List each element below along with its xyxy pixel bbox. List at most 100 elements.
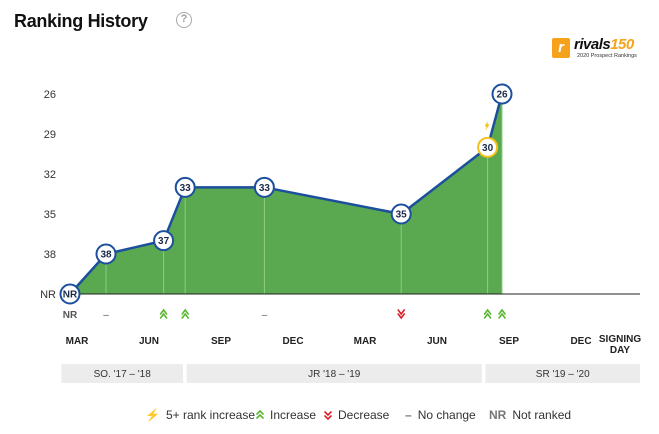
y-tick-label: 38 xyxy=(44,249,56,261)
data-point-marker xyxy=(153,230,175,252)
data-point: 33 xyxy=(253,176,275,198)
data-point: 30 xyxy=(477,136,499,158)
change-indicator: – xyxy=(262,310,268,321)
change-indicator xyxy=(397,309,405,320)
change-indicator xyxy=(498,308,506,319)
increase-icon xyxy=(498,308,506,319)
change-indicator: – xyxy=(103,310,109,321)
data-point-marker xyxy=(390,203,412,225)
x-tick-label: SEP xyxy=(211,336,231,347)
not-ranked-label: NR xyxy=(63,310,78,321)
legend-item: NR Not ranked xyxy=(489,408,571,422)
season-band: SO. '17 – '18 xyxy=(61,364,184,383)
change-indicator xyxy=(483,308,492,319)
lightning-icon: ⚡ xyxy=(145,408,160,422)
x-tick-text: JUN xyxy=(427,336,447,347)
increase-icon xyxy=(181,308,189,319)
season-band-bg xyxy=(61,364,184,383)
data-point: 33 xyxy=(174,176,196,198)
legend-item: Decrease xyxy=(324,408,389,422)
legend-symbol: – xyxy=(405,408,412,422)
season-band: JR '18 – '19 xyxy=(186,364,482,383)
brand-number: 150 xyxy=(610,36,634,53)
area-fill xyxy=(70,94,502,294)
no-change-label: – xyxy=(262,310,268,321)
x-tick-text: DAY xyxy=(610,345,631,356)
x-tick-label: SEP xyxy=(499,336,519,347)
data-point: 35 xyxy=(390,203,412,225)
data-point: 38 xyxy=(95,243,117,265)
data-point-marker xyxy=(95,243,117,265)
no-change-label: – xyxy=(103,310,109,321)
x-tick-label: JUN xyxy=(139,336,159,347)
legend-label: 5+ rank increase xyxy=(165,408,256,422)
legend-item: Increase xyxy=(256,408,316,422)
x-tick-text: SIGNING xyxy=(599,334,641,345)
y-tick-label: 29 xyxy=(44,129,56,141)
season-band: SR '19 – '20 xyxy=(485,364,640,383)
data-point-marker xyxy=(477,136,499,158)
legend-item: ⚡ 5+ rank increase xyxy=(145,408,255,422)
season-band-label: JR '18 – '19 xyxy=(308,369,361,380)
data-point-marker xyxy=(253,176,275,198)
season-band-bg xyxy=(186,364,482,383)
change-indicator xyxy=(181,308,189,319)
x-tick-label: DEC xyxy=(570,336,591,347)
data-point-label: 38 xyxy=(100,250,112,261)
data-point-label: 26 xyxy=(496,90,508,101)
change-indicator xyxy=(159,308,168,319)
legend-label: No change xyxy=(417,408,476,422)
data-point-label: NR xyxy=(63,290,78,301)
x-tick-label: MAR xyxy=(354,336,378,347)
legend: ⚡ 5+ rank increase Increase Decrease – No cha… xyxy=(0,408,659,424)
data-point-label: 33 xyxy=(180,183,192,194)
x-tick-text: MAR xyxy=(66,336,90,347)
legend-symbol: NR xyxy=(489,408,507,422)
y-tick-label: 26 xyxy=(44,89,56,101)
data-point: 37 xyxy=(153,230,175,252)
help-icon[interactable]: ? xyxy=(176,12,192,28)
legend-label: Decrease xyxy=(338,408,390,422)
rivals-logo-icon: r xyxy=(552,38,570,58)
increase-icon xyxy=(256,408,264,422)
decrease-icon xyxy=(324,408,332,422)
x-tick-text: DEC xyxy=(570,336,591,347)
change-indicator: NR xyxy=(63,310,78,321)
legend-item: – No change xyxy=(405,408,476,422)
y-tick-label: 32 xyxy=(44,169,56,181)
x-tick-label: DEC xyxy=(282,336,303,347)
y-tick-label: 35 xyxy=(44,209,56,221)
data-point-label: 35 xyxy=(396,210,408,221)
brand-logo: r rivals150 2020 Prospect Rankings xyxy=(552,36,648,62)
legend-label: Increase xyxy=(270,408,317,422)
x-tick-label: JUN xyxy=(427,336,447,347)
data-point-marker xyxy=(491,83,513,105)
lightning-icon xyxy=(484,121,490,131)
x-tick-text: DEC xyxy=(282,336,303,347)
y-tick-label: NR xyxy=(40,289,56,301)
increase-icon xyxy=(159,308,168,319)
data-point: NR xyxy=(59,283,81,305)
x-tick-text: MAR xyxy=(354,336,378,347)
x-tick-text: SEP xyxy=(211,336,231,347)
data-point: 26 xyxy=(491,83,513,105)
legend-label: Not ranked xyxy=(512,408,572,422)
season-band-label: SO. '17 – '18 xyxy=(94,369,152,380)
data-point-marker xyxy=(59,283,81,305)
data-point-marker xyxy=(174,176,196,198)
increase-icon xyxy=(483,308,492,319)
x-tick-label: MAR xyxy=(66,336,90,347)
data-point-label: 37 xyxy=(158,236,170,247)
brand-name-text: rivals xyxy=(574,36,611,53)
season-band-label: SR '19 – '20 xyxy=(536,369,590,380)
x-tick-text: SEP xyxy=(499,336,519,347)
season-band-bg xyxy=(485,364,640,383)
decrease-icon xyxy=(397,309,405,320)
data-point-label: 33 xyxy=(259,183,271,194)
data-point-label: 30 xyxy=(482,143,494,154)
ranking-chart: 26 29 32 35 38 NR NR 38 37 33 33 35 30 26 NR – – MAR JUN SE… xyxy=(40,83,641,383)
brand-subtitle: 2020 Prospect Rankings xyxy=(577,53,637,59)
x-tick-text: JUN xyxy=(139,336,159,347)
page-title: Ranking History xyxy=(14,11,148,31)
